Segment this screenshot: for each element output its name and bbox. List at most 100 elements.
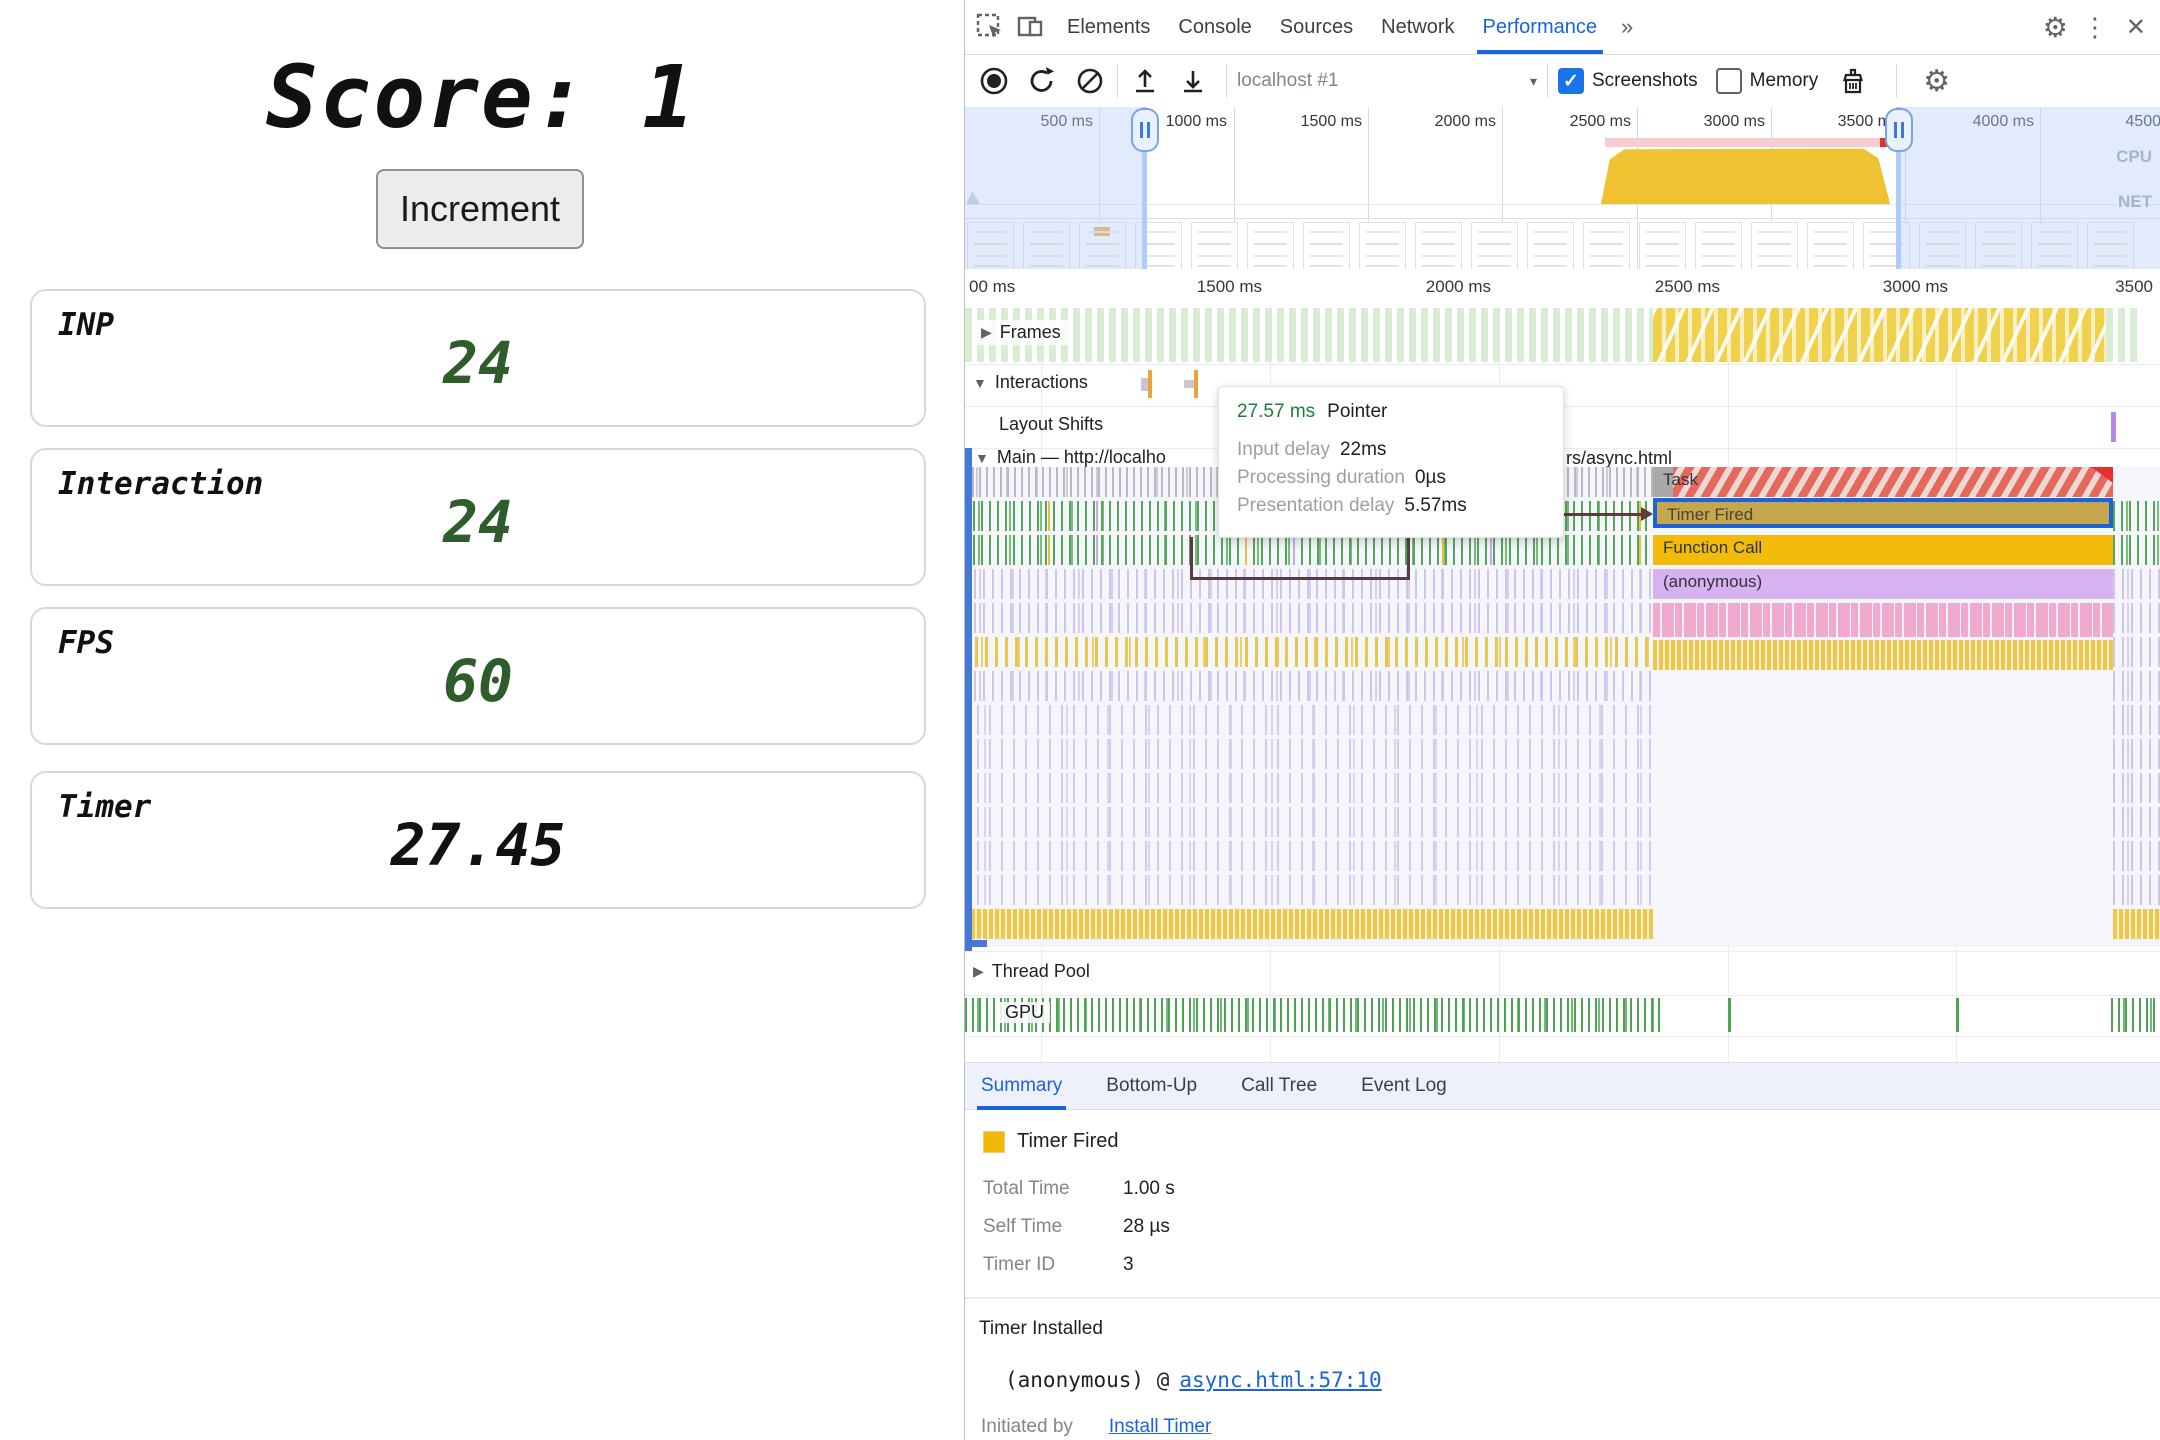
- tab-network[interactable]: Network: [1381, 15, 1455, 38]
- performance-toolbar: localhost #1 ▾ ✓ Screenshots Memory ⚙: [965, 55, 2160, 108]
- filmstrip-thumbnail[interactable]: [1247, 222, 1294, 269]
- screenshots-checkbox[interactable]: ✓: [1558, 68, 1584, 94]
- tab-event-log[interactable]: Event Log: [1361, 1075, 1447, 1096]
- overview-gridline: [1368, 107, 1369, 269]
- initiator-link[interactable]: Install Timer: [1108, 1416, 1212, 1437]
- flame-tick-row: [965, 535, 1653, 565]
- reload-record-icon[interactable]: [1025, 64, 1059, 98]
- window-right-handle[interactable]: [1885, 108, 1913, 152]
- tab-call-tree[interactable]: Call Tree: [1241, 1075, 1318, 1096]
- initiated-by-label: Initiated by: [981, 1416, 1073, 1437]
- tab-sources[interactable]: Sources: [1279, 15, 1354, 38]
- filmstrip-thumbnail[interactable]: [1583, 222, 1630, 269]
- history-dropdown[interactable]: localhost #1 ▾: [1237, 70, 1537, 92]
- flame-tick-row-edge: [2113, 739, 2160, 769]
- load-profile-icon[interactable]: [1128, 64, 1162, 98]
- capture-settings-gear-icon[interactable]: ⚙: [1923, 64, 1951, 98]
- gpu-track-label: GPU: [1005, 1002, 1045, 1022]
- filmstrip-thumbnail[interactable]: [1303, 222, 1350, 269]
- filmstrip-thumbnail[interactable]: [1975, 222, 2022, 269]
- metric-card-interaction: Interaction 24: [30, 448, 926, 586]
- filmstrip-thumbnail[interactable]: [1919, 222, 1966, 269]
- filmstrip-thumbnail[interactable]: [1023, 222, 1070, 269]
- kebab-menu-icon[interactable]: ⋮: [2081, 11, 2108, 42]
- memory-checkbox[interactable]: [1715, 68, 1742, 94]
- score-heading: Score: 1: [265, 48, 697, 148]
- record-icon[interactable]: [977, 64, 1011, 98]
- long-task-candystripe: [1605, 138, 1887, 147]
- main-thread-track[interactable]: ▼ Main — http://localho rs/async.html Ta…: [965, 447, 2160, 951]
- flame-tick-row-edge: [2113, 773, 2160, 803]
- overview-shade-left: [965, 107, 1144, 269]
- metric-card-timer: Timer 27.45: [30, 771, 926, 909]
- flame-dense-yellow-row: [1653, 640, 2113, 670]
- filmstrip-thumbnail[interactable]: [967, 222, 1014, 269]
- expand-triangle-icon[interactable]: ▼: [975, 449, 989, 466]
- gpu-track[interactable]: GPU: [965, 994, 2160, 1037]
- chevron-down-icon: ▾: [1529, 72, 1537, 89]
- increment-button[interactable]: Increment: [376, 169, 584, 249]
- expand-triangle-icon[interactable]: ▼: [973, 374, 987, 391]
- flame-event-timer-fired-selected[interactable]: Timer Fired: [1653, 498, 2113, 528]
- thread-pool-track[interactable]: ▶ Thread Pool: [965, 951, 2160, 996]
- filmstrip-thumbnail[interactable]: [2087, 222, 2134, 269]
- filmstrip-thumbnail[interactable]: [1527, 222, 1574, 269]
- net-axis-label: NET: [2118, 192, 2152, 211]
- inspect-element-icon[interactable]: [973, 10, 1007, 44]
- flame-dense-pink-row: [1653, 603, 2113, 637]
- filmstrip-thumbnail[interactable]: [1415, 222, 1462, 269]
- more-tabs-icon[interactable]: »: [1621, 14, 1634, 39]
- tab-console[interactable]: Console: [1178, 15, 1252, 38]
- filmstrip-thumbnail[interactable]: [1471, 222, 1518, 269]
- interaction-marker[interactable]: [1184, 370, 1198, 398]
- collapse-triangle-icon[interactable]: ▶: [981, 324, 992, 340]
- flame-event-anonymous[interactable]: (anonymous): [1653, 569, 2113, 599]
- filmstrip-thumbnail[interactable]: [1359, 222, 1406, 269]
- tooltip-row-label: Processing duration: [1237, 467, 1405, 488]
- overview-ruler-label: 2000 ms: [1434, 113, 1496, 130]
- frames-track[interactable]: ▶ Frames: [965, 306, 2160, 365]
- tooltip-row-label: Input delay: [1237, 439, 1330, 460]
- demo-page: Score: 1 Increment INP 24 Interaction 24…: [0, 0, 962, 1440]
- device-toolbar-icon[interactable]: [1013, 10, 1047, 44]
- close-devtools-icon[interactable]: ✕: [2125, 13, 2146, 41]
- metric-label: FPS: [58, 625, 114, 661]
- window-right-line: [1896, 107, 1901, 269]
- summary-row-value: 3: [1123, 1254, 1134, 1275]
- main-flame-chart[interactable]: Task Timer Fired Function Call (anonymou…: [965, 467, 2160, 947]
- metric-value: 60: [443, 647, 513, 715]
- flame-tick-row: [965, 875, 1653, 905]
- net-overview-row: [965, 205, 2160, 219]
- flame-event-task[interactable]: Task: [1653, 467, 2113, 497]
- ruler-label: 2000 ms: [1425, 277, 1491, 296]
- filmstrip-thumbnail[interactable]: [1639, 222, 1686, 269]
- source-location-link[interactable]: async.html:57:10: [1179, 1368, 1382, 1392]
- timeline-overview[interactable]: 500 ms 1000 ms 1500 ms 2000 ms 2500 ms 3…: [965, 107, 2160, 270]
- tab-summary[interactable]: Summary: [976, 1063, 1067, 1110]
- tab-bottom-up[interactable]: Bottom-Up: [1106, 1075, 1198, 1096]
- overview-gridline: [1502, 107, 1503, 269]
- flame-tick-row-edge: [2113, 841, 2160, 871]
- save-profile-icon[interactable]: [1176, 64, 1210, 98]
- metric-label: Interaction: [58, 466, 264, 502]
- layout-shift-event[interactable]: [2111, 412, 2116, 442]
- interaction-marker[interactable]: [1141, 370, 1152, 398]
- screenshot-filmstrip[interactable]: [967, 222, 2134, 269]
- filmstrip-thumbnail[interactable]: [1751, 222, 1798, 269]
- tab-performance[interactable]: Performance: [1469, 1, 1612, 54]
- collapse-triangle-icon[interactable]: ▶: [973, 963, 984, 979]
- clear-icon[interactable]: [1073, 64, 1107, 98]
- window-left-handle[interactable]: [1131, 108, 1159, 152]
- filmstrip-thumbnail[interactable]: [1191, 222, 1238, 269]
- collect-garbage-icon[interactable]: [1836, 64, 1870, 98]
- filmstrip-thumbnail[interactable]: [2031, 222, 2078, 269]
- metric-label: Timer: [58, 789, 152, 825]
- tab-elements[interactable]: Elements: [1067, 15, 1151, 38]
- filmstrip-thumbnail[interactable]: [1079, 222, 1126, 269]
- filmstrip-thumbnail[interactable]: [1807, 222, 1854, 269]
- filmstrip-thumbnail[interactable]: [1863, 222, 1910, 269]
- settings-gear-icon[interactable]: ⚙: [2042, 11, 2068, 43]
- filmstrip-thumbnail[interactable]: [1695, 222, 1742, 269]
- flame-event-function-call[interactable]: Function Call: [1653, 535, 2113, 565]
- flame-tick-row-edge: [2113, 875, 2160, 905]
